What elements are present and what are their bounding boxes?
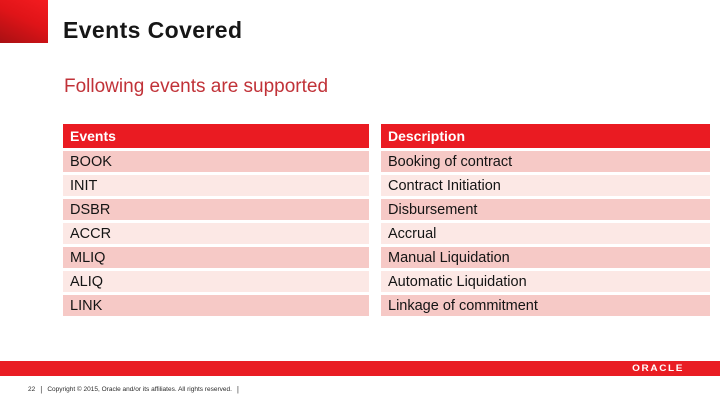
bottom-red-bar: ORACLE xyxy=(0,361,720,376)
oracle-logo: ORACLE xyxy=(632,363,684,374)
table-cell-event: MLIQ xyxy=(63,247,369,268)
table-cell-description: Booking of contract xyxy=(381,151,710,172)
table-cell-event: ACCR xyxy=(63,223,369,244)
table-cell-description: Contract Initiation xyxy=(381,175,710,196)
table-cell-event: BOOK xyxy=(63,151,369,172)
table-header-description: Description xyxy=(381,124,710,148)
table-cell-event: ALIQ xyxy=(63,271,369,292)
table-cell-event: INIT xyxy=(63,175,369,196)
table-cell-event: LINK xyxy=(63,295,369,316)
table-cell-description: Automatic Liquidation xyxy=(381,271,710,292)
slide-subtitle: Following events are supported xyxy=(64,76,329,97)
events-table: Events Description BOOK Booking of contr… xyxy=(63,124,710,316)
table-cell-description: Disbursement xyxy=(381,199,710,220)
page-title: Events Covered xyxy=(63,17,243,43)
slide-footer: 22 | Copyright © 2015, Oracle and/or its… xyxy=(28,385,239,394)
page-number: 22 xyxy=(28,386,36,393)
table-header-events: Events xyxy=(63,124,369,148)
footer-separator: | xyxy=(236,385,239,394)
footer-separator: | xyxy=(40,385,43,394)
corner-accent-square xyxy=(0,0,48,43)
copyright-text: Copyright © 2015, Oracle and/or its affi… xyxy=(47,386,232,393)
table-cell-event: DSBR xyxy=(63,199,369,220)
table-cell-description: Manual Liquidation xyxy=(381,247,710,268)
table-cell-description: Accrual xyxy=(381,223,710,244)
table-cell-description: Linkage of commitment xyxy=(381,295,710,316)
